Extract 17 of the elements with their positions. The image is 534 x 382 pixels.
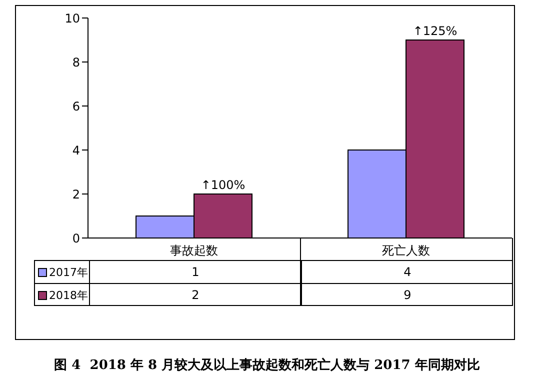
y-tick-label: 6: [72, 99, 80, 114]
legend-label: 2018年: [49, 288, 88, 303]
y-tick-label: 4: [72, 143, 80, 158]
data-label: 9: [301, 284, 513, 306]
y-tick-label: 10: [64, 11, 80, 26]
text: 图 4 2018 年 8 月较大及以上事故起数和死亡人数与 2017 年同期对比: [53, 356, 481, 374]
data-label: 1: [89, 261, 301, 283]
y-tick-label: 8: [72, 55, 80, 70]
data-label: 4: [301, 261, 513, 283]
y-tick-label: 0: [72, 231, 80, 246]
annotation: ↑125%: [412, 24, 458, 38]
x-tick-label: 事故起数: [170, 244, 218, 258]
data-label: 2: [89, 284, 301, 306]
legend-label: 2017年: [49, 265, 88, 280]
y-tick-label: 2: [72, 187, 80, 202]
x-tick-label: 死亡人数: [382, 244, 430, 258]
annotation: ↑100%: [200, 178, 246, 192]
